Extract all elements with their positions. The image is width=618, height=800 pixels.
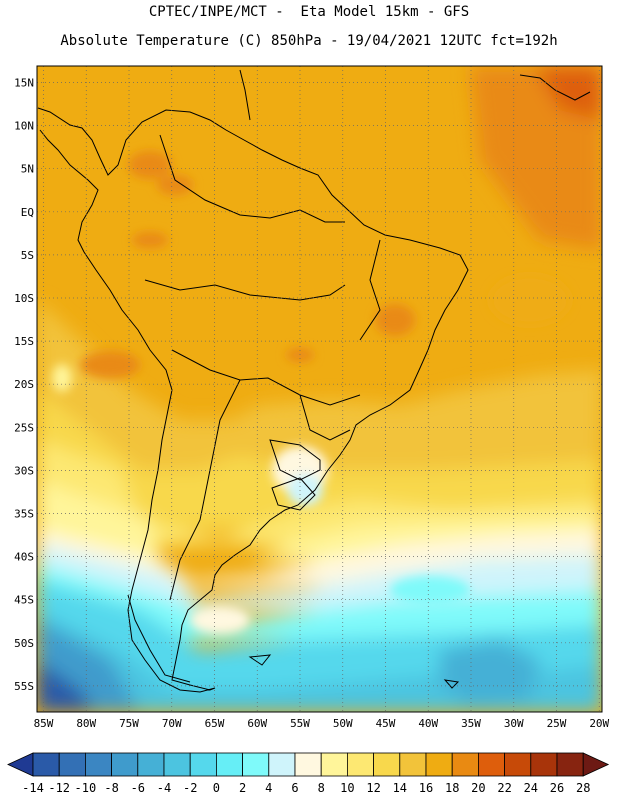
lat-label: 30S	[14, 464, 34, 477]
colorbar-label: 18	[445, 781, 459, 795]
colorbar-label: -12	[48, 781, 70, 795]
colorbar-swatch	[111, 752, 139, 777]
lat-label: 55S	[14, 680, 34, 693]
map-title: CPTEC/INPE/MCT - Eta Model 15km - GFS	[148, 4, 470, 20]
lat-label: 45S	[14, 594, 34, 607]
colorbar-label: -10	[75, 781, 97, 795]
lon-label: 25W	[547, 717, 567, 730]
colorbar-swatch	[504, 752, 532, 777]
colorbar-label: 2	[239, 781, 246, 795]
colorbar-labels: -14 -12 -10 -8 -6 -4 -2 0 2 4 6 8 10 12 14 16 18 20 22 24 26…	[22, 781, 590, 795]
lat-label: 20S	[14, 378, 34, 391]
lon-label: 55W	[290, 717, 310, 730]
colorbar-swatch	[477, 752, 505, 777]
colorbar-swatch	[242, 752, 270, 777]
colorbar-label: -6	[131, 781, 145, 795]
lat-label: EQ	[21, 206, 34, 219]
colorbar-swatch	[530, 752, 558, 777]
colorbar	[7, 752, 610, 777]
colorbar-swatch	[556, 752, 584, 777]
colorbar-label: 28	[576, 781, 590, 795]
lat-label: 25S	[14, 421, 34, 434]
colorbar-label: 0	[213, 781, 220, 795]
lon-label: 80W	[76, 717, 96, 730]
lon-label: 45W	[376, 717, 396, 730]
latitude-labels: 15N 10N 5N EQ 5S 10S 15S 20S 25S 30S 35S 40S 45S 50S 5…	[14, 77, 34, 693]
lon-label: 85W	[34, 717, 54, 730]
colorbar-swatch	[137, 752, 165, 777]
lon-label: 75W	[119, 717, 139, 730]
temperature-field	[37, 66, 602, 712]
colorbar-label: 22	[497, 781, 511, 795]
colorbar-swatch	[32, 752, 60, 777]
colorbar-label: -2	[183, 781, 197, 795]
lat-label: 5N	[21, 163, 34, 176]
lat-label: 35S	[14, 508, 34, 521]
colorbar-swatch	[346, 752, 374, 777]
lon-label: 70W	[162, 717, 182, 730]
lat-label: 40S	[14, 551, 34, 564]
lat-label: 5S	[21, 249, 34, 262]
lat-label: 15N	[14, 77, 34, 90]
lon-label: 50W	[333, 717, 353, 730]
lat-label: 15S	[14, 335, 34, 348]
colorbar-label: -8	[104, 781, 118, 795]
colorbar-label: 10	[340, 781, 354, 795]
lat-label: 50S	[14, 637, 34, 650]
colorbar-swatch	[320, 752, 348, 777]
colorbar-swatch	[85, 752, 113, 777]
colorbar-label: 6	[291, 781, 298, 795]
longitude-labels: 85W 80W 75W 70W 65W 60W 55W 50W 45W 40W 35W 30W 25W 2…	[34, 717, 610, 730]
lon-label: 30W	[504, 717, 524, 730]
colorbar-swatch	[399, 752, 427, 777]
map-subtitle: Absolute Temperature (C) 850hPa - 19/04/…	[60, 33, 558, 49]
lon-label: 65W	[205, 717, 225, 730]
lon-label: 20W	[589, 717, 609, 730]
colorbar-swatch	[373, 752, 401, 777]
coastline-borders	[37, 69, 591, 693]
colorbar-label: 14	[393, 781, 407, 795]
lat-label: 10N	[14, 120, 34, 133]
colorbar-label: 12	[366, 781, 380, 795]
colorbar-swatch	[215, 752, 243, 777]
colorbar-arrow-left	[7, 752, 34, 777]
colorbar-label: -4	[157, 781, 171, 795]
colorbar-label: 16	[419, 781, 433, 795]
colorbar-arrow-right	[582, 752, 610, 777]
colorbar-label: -14	[22, 781, 44, 795]
colorbar-swatch	[163, 752, 191, 777]
colorbar-label: 20	[471, 781, 485, 795]
lon-label: 35W	[461, 717, 481, 730]
colorbar-swatch	[425, 752, 453, 777]
colorbar-swatch	[294, 752, 322, 777]
lon-label: 40W	[418, 717, 438, 730]
colorbar-label: 26	[550, 781, 564, 795]
map-frame	[36, 65, 603, 713]
lat-label: 10S	[14, 292, 34, 305]
colorbar-swatch	[451, 752, 479, 777]
colorbar-swatch	[268, 752, 296, 777]
colorbar-label: 8	[318, 781, 325, 795]
lon-label: 60W	[247, 717, 267, 730]
colorbar-swatch	[58, 752, 86, 777]
colorbar-label: 24	[524, 781, 538, 795]
colorbar-label: 4	[265, 781, 272, 795]
colorbar-swatch	[189, 752, 217, 777]
